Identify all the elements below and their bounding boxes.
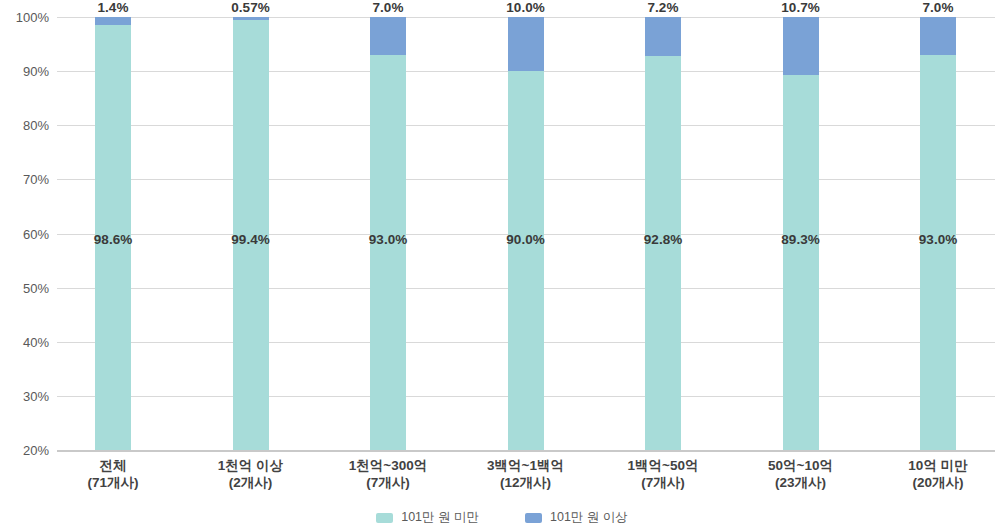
y-axis-tick-label: 70% — [3, 172, 49, 187]
bar-segment-above — [233, 17, 269, 20]
bar-segment-above — [370, 17, 406, 55]
y-axis-tick-label: 30% — [3, 389, 49, 404]
bar-value-label-above: 10.0% — [506, 0, 544, 15]
x-axis-category-label: 전체(71개사) — [38, 457, 188, 491]
legend-label-below: 101만 원 미만 — [401, 509, 479, 526]
y-axis-tick-label: 60% — [3, 227, 49, 242]
bar-segment-below — [920, 55, 956, 450]
bar-segment-above — [645, 17, 681, 56]
x-axis-category-label: 10억 미만(20개사) — [863, 457, 1004, 491]
bar-segment-below — [645, 56, 681, 450]
x-axis-category-label: 1천억~300억(7개사) — [313, 457, 463, 491]
x-axis-category-label: 1백억~50억(7개사) — [588, 457, 738, 491]
x-axis-category-label: 50억~10억(23개사) — [726, 457, 876, 491]
legend-label-above: 101만 원 이상 — [550, 509, 628, 526]
bar-segment-above — [783, 17, 819, 75]
x-axis: 전체(71개사)1천억 이상(2개사)1천억~300억(7개사)3백억~1백억(… — [57, 457, 995, 497]
legend-item-above: 101만 원 이상 — [525, 509, 628, 526]
legend: 101만 원 미만 101만 원 이상 — [0, 509, 1004, 526]
bar-value-label-above: 7.0% — [923, 0, 954, 15]
bar-value-label-below: 90.0% — [506, 231, 544, 246]
bar-value-label-above: 7.0% — [373, 0, 404, 15]
bar-segment-above — [920, 17, 956, 55]
bar-value-label-below: 99.4% — [231, 231, 269, 246]
bar-group-2: 7.0%93.0% — [370, 17, 406, 450]
bar-value-label-below: 98.6% — [94, 231, 132, 246]
bar-group-0: 1.4%98.6% — [95, 17, 131, 450]
gridline-20 — [57, 450, 995, 452]
bar-segment-above — [95, 17, 131, 25]
bar-group-4: 7.2%92.8% — [645, 17, 681, 450]
y-axis-tick-label: 90% — [3, 64, 49, 79]
bar-group-6: 7.0%93.0% — [920, 17, 956, 450]
bar-segment-below — [508, 71, 544, 450]
legend-swatch-above-icon — [525, 513, 542, 523]
y-axis-tick-label: 50% — [3, 281, 49, 296]
bar-segment-above — [508, 17, 544, 71]
bar-group-5: 10.7%89.3% — [783, 17, 819, 450]
bar-group-1: 0.57%99.4% — [233, 17, 269, 450]
legend-item-below: 101만 원 미만 — [376, 509, 479, 526]
bar-value-label-below: 92.8% — [644, 231, 682, 246]
y-axis-tick-label: 20% — [3, 443, 49, 458]
bar-value-label-below: 93.0% — [919, 231, 957, 246]
stacked-bar-chart: 100%90%80%70%60%50%40%30%20%1.4%98.6%0.5… — [0, 0, 1004, 531]
bar-value-label-above: 7.2% — [648, 0, 679, 15]
bar-group-3: 10.0%90.0% — [508, 17, 544, 450]
y-axis-tick-label: 40% — [3, 335, 49, 350]
y-axis-tick-label: 80% — [3, 118, 49, 133]
bar-value-label-above: 0.57% — [231, 0, 269, 15]
bar-value-label-below: 93.0% — [369, 231, 407, 246]
x-axis-category-label: 3백억~1백억(12개사) — [451, 457, 601, 491]
bar-value-label-above: 1.4% — [98, 0, 129, 15]
y-axis-tick-label: 100% — [3, 10, 49, 25]
legend-swatch-below-icon — [376, 513, 393, 523]
x-axis-category-label: 1천억 이상(2개사) — [176, 457, 326, 491]
bar-segment-below — [783, 75, 819, 450]
plot-area: 100%90%80%70%60%50%40%30%20%1.4%98.6%0.5… — [57, 17, 995, 450]
bar-value-label-below: 89.3% — [781, 231, 819, 246]
bar-segment-below — [370, 55, 406, 450]
bar-value-label-above: 10.7% — [781, 0, 819, 15]
